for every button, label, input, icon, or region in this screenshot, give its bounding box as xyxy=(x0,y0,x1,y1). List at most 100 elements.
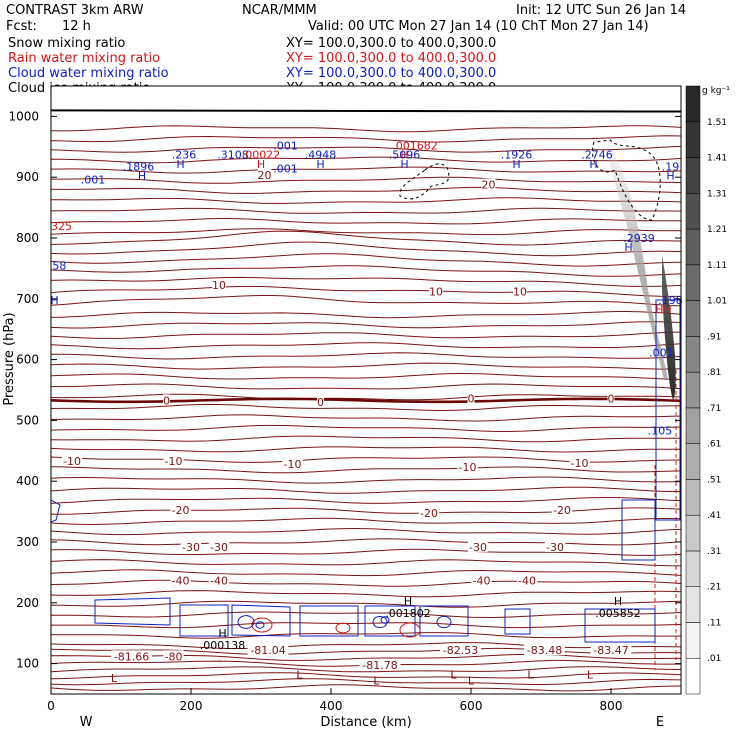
cloud-water-label: .198 xyxy=(658,294,683,307)
cloud-water-label: H xyxy=(176,158,184,171)
temperature-label-bg xyxy=(359,658,401,670)
temperature-isoline xyxy=(51,527,681,536)
init-time: Init: 12 UTC Sun 26 Jan 14 xyxy=(516,3,687,18)
temperature-label: 20 xyxy=(482,178,496,191)
colorbar-cell xyxy=(685,228,701,266)
colorbar-label: .61 xyxy=(707,440,721,450)
colorbar-label: 1.51 xyxy=(707,118,727,128)
temperature-label-bg xyxy=(481,178,496,190)
cloud-water-contour xyxy=(372,615,388,629)
colorbar-cell xyxy=(685,157,701,194)
cloud-ice-contour xyxy=(592,139,661,221)
cloud-water-label: H xyxy=(316,158,324,171)
temperature-label-bg xyxy=(111,650,152,662)
temperature-label-bg xyxy=(247,644,289,656)
y-tick-label: 900 xyxy=(16,170,39,184)
cloud-water-label: H xyxy=(666,169,674,182)
temperature-isoline xyxy=(51,424,681,433)
colorbar-label: .51 xyxy=(707,475,721,485)
cloud-water-contour xyxy=(255,621,265,629)
cloud-water-contour xyxy=(94,597,171,626)
colorbar-cell xyxy=(685,85,701,123)
high-marker: H xyxy=(404,595,412,608)
colorbar-cell xyxy=(685,300,701,337)
temperature-label: -30 xyxy=(546,541,564,554)
colorbar-cell xyxy=(685,121,701,158)
colorbar-cell xyxy=(685,407,701,444)
temperature-isoline xyxy=(51,414,681,422)
colorbar-label: 1.11 xyxy=(707,261,727,271)
temperature-label-bg xyxy=(418,506,440,518)
colorbar-unit: g kg⁻¹ xyxy=(702,86,730,96)
y-tick-label: 100 xyxy=(16,657,39,671)
rain-label: HH xyxy=(655,303,672,316)
colorbar-label: .11 xyxy=(707,618,721,628)
temperature-label: -81.04 xyxy=(250,644,285,657)
cloud-water-contour xyxy=(504,608,531,635)
cloud-water-contour xyxy=(436,615,452,629)
temperature-label-bg xyxy=(440,644,481,656)
y-tick-label: 400 xyxy=(16,474,39,488)
high-marker: H xyxy=(218,627,226,640)
colorbar-cell xyxy=(685,622,701,659)
temperature-label: 0 xyxy=(608,393,615,406)
temperature-isoline xyxy=(51,186,681,194)
east-end-label: E xyxy=(656,715,664,730)
temperature-isoline xyxy=(51,672,681,680)
valid-time: Valid: 00 UTC Mon 27 Jan 14 (10 ChT Mon … xyxy=(308,19,649,34)
cloud-water-contour xyxy=(237,615,255,629)
high-marker: H xyxy=(614,595,622,608)
low-marker: L xyxy=(587,669,594,682)
x-tick-label: 600 xyxy=(460,699,483,713)
west-end-label: W xyxy=(80,715,93,730)
temperature-label-bg xyxy=(257,168,272,180)
colorbar-label: .21 xyxy=(707,583,721,593)
temperature-label: -82.53 xyxy=(443,644,478,657)
low-marker: L xyxy=(468,675,475,688)
temperature-isoline xyxy=(51,466,681,474)
y-tick-label: 600 xyxy=(16,353,39,367)
temperature-isoline xyxy=(51,156,681,164)
cloud-water-contour xyxy=(584,608,656,643)
colorbar-cell xyxy=(685,336,701,373)
temperature-label: -83.47 xyxy=(593,644,628,657)
cloud-water-label: .2939 xyxy=(623,232,655,245)
temperature-label: -20 xyxy=(172,504,190,517)
temperature-label: -10 xyxy=(284,458,302,471)
cloud-water-label: .4948 xyxy=(305,149,337,162)
surface-line xyxy=(51,109,681,113)
rain-label: .00022 xyxy=(242,149,281,162)
rain-label: H xyxy=(257,158,265,171)
cloud-water-label: .1926 xyxy=(501,149,533,162)
y-tick-label: 500 xyxy=(16,413,39,427)
temperature-label-bg xyxy=(208,574,230,586)
temperature-isoline xyxy=(51,285,681,297)
temperature-label: -30 xyxy=(210,541,228,554)
temperature-isoline xyxy=(51,611,681,619)
temperature-label: 10 xyxy=(513,286,527,299)
temperature-label-bg xyxy=(590,644,632,656)
y-axis-label: Pressure (hPa) xyxy=(2,312,17,405)
temperature-isoline xyxy=(51,241,681,257)
y-tick-label: 700 xyxy=(16,292,39,306)
y-tick-label: 1000 xyxy=(8,109,39,123)
temperature-label-bg xyxy=(61,455,83,467)
temperature-isoline xyxy=(51,197,681,204)
temperature-isoline xyxy=(51,372,681,380)
colorbar-label: 1.21 xyxy=(707,225,727,235)
temperature-label: 0 xyxy=(468,393,475,406)
temperature-isoline xyxy=(51,647,681,655)
temperature-isoline xyxy=(51,569,681,577)
cloud-water-contour xyxy=(231,604,291,637)
temperature-isoline xyxy=(51,507,681,515)
temperature-isoline xyxy=(51,496,681,504)
temperature-isoline xyxy=(51,653,681,661)
temperature-label: -83.48 xyxy=(527,644,562,657)
temperature-label-bg xyxy=(569,456,590,468)
temperature-isoline xyxy=(51,403,681,412)
colorbar-label: 1.41 xyxy=(707,154,727,164)
temperature-label-bg xyxy=(457,461,478,473)
temperature-label-bg xyxy=(513,285,527,297)
temperature-isoline xyxy=(51,145,681,153)
temperature-label: 20 xyxy=(258,169,272,182)
